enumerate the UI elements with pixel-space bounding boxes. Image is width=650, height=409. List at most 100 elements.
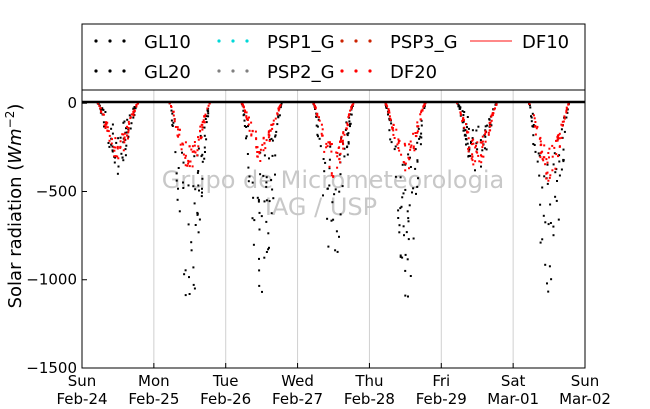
df20-point — [182, 143, 185, 146]
gl20-point — [550, 278, 553, 281]
gl20-point — [252, 243, 255, 246]
gl20-point — [420, 136, 423, 139]
df20-point — [110, 142, 113, 145]
df20-point — [350, 105, 353, 108]
df20-point — [256, 155, 259, 158]
df20-point — [104, 125, 107, 128]
gl20-point — [532, 143, 535, 145]
df20-point — [173, 118, 176, 121]
gl20-point — [484, 135, 487, 138]
gl20-point — [192, 283, 195, 286]
df20-point — [392, 133, 395, 136]
gl20-point — [111, 145, 114, 148]
df20-point — [245, 115, 248, 118]
gl20-point — [274, 134, 277, 137]
df20-point — [100, 111, 103, 114]
x-axis: SunFeb-24MonFeb-25TueFeb-26WedFeb-27ThuF… — [56, 363, 611, 408]
gl20-point — [196, 171, 199, 174]
df20-point — [184, 154, 187, 157]
df20-point — [471, 153, 474, 156]
gl20-point — [102, 121, 105, 124]
gl20-point — [198, 218, 201, 221]
df20-point — [335, 151, 338, 154]
df20-point — [339, 140, 342, 143]
df20-point — [187, 162, 190, 165]
plot-frame — [81, 89, 586, 369]
legend-marker — [122, 69, 126, 73]
df20-point — [478, 160, 481, 163]
gl20-point — [408, 204, 411, 207]
gl20-point — [319, 145, 322, 148]
gl20-point — [407, 217, 410, 220]
gl20-point — [349, 125, 351, 128]
y-axis-label-close: ) — [5, 104, 26, 111]
gl20-point — [471, 129, 474, 132]
gl20-point — [108, 145, 111, 148]
df20-point — [563, 115, 566, 118]
gl20-point — [272, 197, 275, 200]
df20-point — [463, 119, 465, 122]
gl20-point — [170, 109, 173, 112]
x-tick-label-day: Fri — [432, 372, 450, 390]
gl20-point — [184, 269, 187, 272]
gl20-point — [404, 253, 407, 256]
df20-point — [201, 128, 204, 131]
gl20-point — [541, 186, 544, 189]
gl20-point — [390, 122, 393, 125]
df20-point — [338, 158, 341, 161]
df20-point — [179, 143, 182, 146]
df20-point — [277, 109, 280, 112]
df20-point — [262, 149, 265, 152]
gl20-point — [194, 224, 197, 226]
gl20-point — [176, 198, 179, 201]
gl20-point — [328, 167, 331, 170]
gl20-point — [265, 176, 268, 179]
gl20-point — [464, 129, 467, 132]
df20-point — [348, 113, 351, 116]
df20-point — [103, 124, 106, 127]
df20-point — [199, 125, 202, 128]
gl20-point — [464, 138, 467, 140]
df20-point — [256, 151, 259, 153]
df20-point — [111, 138, 113, 141]
df20-point — [459, 111, 462, 114]
gl20-point — [196, 212, 199, 215]
df20-point — [203, 115, 206, 118]
df20-point — [328, 141, 331, 144]
df20-point — [490, 114, 493, 117]
df20-point — [403, 142, 406, 145]
gl20-point — [260, 215, 263, 218]
df20-point — [271, 127, 274, 130]
df20-point — [472, 138, 475, 141]
gl20-point — [334, 188, 337, 191]
legend-marker — [368, 69, 372, 73]
legend-marker — [217, 39, 221, 43]
gl20-point — [562, 148, 565, 151]
gl20-point — [399, 255, 402, 258]
df20-point — [123, 139, 126, 142]
df20-point — [555, 139, 557, 142]
gl20-point — [419, 143, 422, 146]
gl20-point — [194, 188, 197, 191]
gl20-point — [177, 187, 179, 190]
gl20-point — [558, 154, 561, 157]
df20-point — [547, 152, 550, 154]
gl20-point — [203, 157, 206, 160]
df20-point — [556, 139, 559, 142]
df20-point — [350, 107, 353, 110]
gl20-point — [274, 173, 276, 176]
df20-point — [199, 129, 201, 132]
df20-point — [349, 109, 352, 112]
legend-marker — [231, 69, 235, 73]
legend-marker — [354, 69, 358, 73]
gl20-point — [101, 108, 104, 111]
gl20-point — [409, 166, 412, 168]
gl20-point — [124, 154, 127, 157]
df20-point — [493, 108, 496, 111]
df20-point — [553, 146, 556, 149]
df20-point — [116, 145, 119, 148]
gl20-point — [407, 295, 409, 298]
df20-point — [472, 142, 475, 145]
gl20-point — [207, 110, 210, 113]
df20-point — [495, 103, 498, 106]
